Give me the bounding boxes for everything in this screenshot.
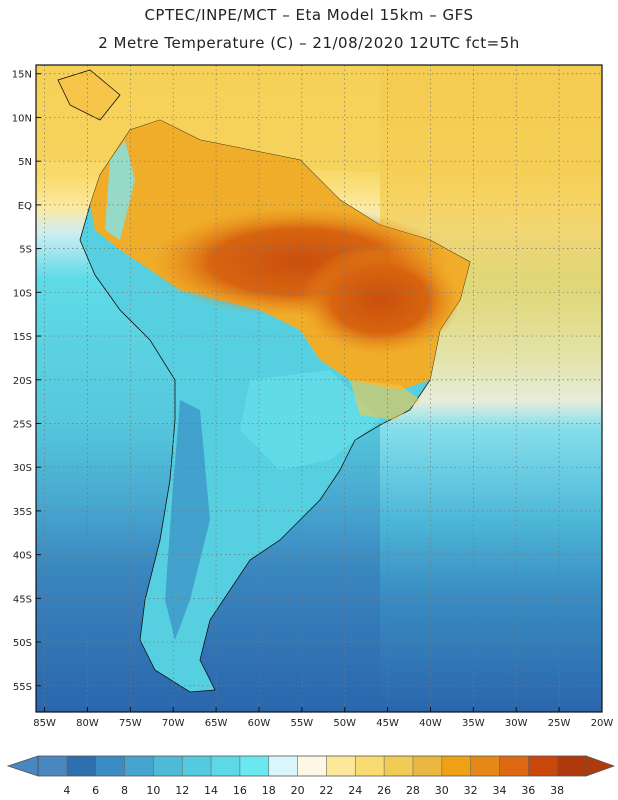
legend-label: 30 xyxy=(435,784,449,797)
lon-label: 85W xyxy=(33,718,56,729)
legend-color-swatch xyxy=(153,756,183,776)
lon-label: 40W xyxy=(419,718,442,729)
legend-color-swatch xyxy=(211,756,241,776)
longitude-labels: 85W 80W 75W 70W 65W 60W 55W 50W 45W 40W 35W 30W 25W 2… xyxy=(33,707,613,729)
lat-label: 40S xyxy=(13,551,32,562)
lat-label: 10N xyxy=(12,113,32,124)
lon-label: 30W xyxy=(505,718,528,729)
legend-label: 16 xyxy=(233,784,247,797)
legend-color-swatch xyxy=(182,756,212,776)
legend-label: 28 xyxy=(406,784,420,797)
legend-frame xyxy=(37,755,587,777)
lat-label: 35S xyxy=(13,507,32,518)
legend-color-swatch xyxy=(66,756,97,776)
legend-color-swatch xyxy=(499,756,529,776)
legend-label: 26 xyxy=(377,784,391,797)
lat-label: 50S xyxy=(13,638,32,649)
lat-label: 20S xyxy=(13,376,32,387)
legend-color-swatch xyxy=(441,756,472,776)
lat-label: 5S xyxy=(19,245,32,256)
legend-label: 34 xyxy=(492,784,506,797)
legend-color-swatch xyxy=(384,756,414,776)
legend-color-swatch xyxy=(557,756,587,776)
legend-label: 38 xyxy=(550,784,564,797)
legend-label: 14 xyxy=(204,784,218,797)
legend-color-swatch xyxy=(326,756,356,776)
legend-label: 4 xyxy=(63,784,70,797)
legend-label: 18 xyxy=(262,784,276,797)
legend-color-swatch xyxy=(412,756,443,776)
legend-color-swatch xyxy=(470,756,500,776)
legend-label: 10 xyxy=(146,784,160,797)
lon-label: 70W xyxy=(162,718,185,729)
ocean-field xyxy=(36,65,602,712)
legend-color-swatch xyxy=(268,756,299,776)
lat-label: 5N xyxy=(18,157,32,168)
lat-label: EQ xyxy=(18,201,32,212)
legend-label: 32 xyxy=(464,784,478,797)
legend-color-swatch xyxy=(528,756,558,776)
lon-label: 55W xyxy=(291,718,314,729)
map-frame xyxy=(35,64,603,713)
legend-label: 6 xyxy=(92,784,99,797)
title-line-1: CPTEC/INPE/MCT – Eta Model 15km – GFS xyxy=(144,6,474,24)
lon-label: 25W xyxy=(548,718,571,729)
legend-label: 12 xyxy=(175,784,189,797)
lat-label: 15S xyxy=(13,332,32,343)
legend-color-swatch xyxy=(297,756,327,776)
latitude-labels: 15N 10N 5N EQ 5S 10S 15S 20S 25S 30S 35S 40S 45S 50S 5… xyxy=(12,70,41,693)
legend-color-swatch xyxy=(124,756,154,776)
lat-label: 30S xyxy=(13,463,32,474)
lat-label: 45S xyxy=(13,594,32,605)
title-line-2: 2 Metre Temperature (C) – 21/08/2020 12U… xyxy=(98,34,520,52)
color-legend-labels: 4 6 8 10 12 14 16 18 20 22 24 26 28 30 32 34 36 38 xyxy=(63,784,564,797)
legend-label: 8 xyxy=(121,784,128,797)
legend-color-swatch xyxy=(239,756,270,776)
legend-label: 20 xyxy=(291,784,305,797)
lat-label: 25S xyxy=(13,419,32,430)
legend-high-arrow xyxy=(585,755,616,777)
lat-label: 10S xyxy=(13,288,32,299)
legend-color-swatch xyxy=(38,756,68,776)
south-america-land xyxy=(57,69,471,693)
lon-label: 80W xyxy=(76,718,99,729)
lon-label: 35W xyxy=(462,718,485,729)
lon-label: 20W xyxy=(591,718,614,729)
lon-label: 50W xyxy=(333,718,356,729)
legend-low-arrow xyxy=(6,755,39,777)
legend-label: 22 xyxy=(319,784,333,797)
lon-label: 75W xyxy=(119,718,142,729)
legend-color-swatch xyxy=(355,756,385,776)
lon-label: 65W xyxy=(205,718,228,729)
lat-label: 15N xyxy=(12,70,32,81)
legend-color-swatch xyxy=(95,756,126,776)
lon-label: 45W xyxy=(376,718,399,729)
legend-label: 36 xyxy=(521,784,535,797)
legend-label: 24 xyxy=(348,784,362,797)
lon-label: 60W xyxy=(248,718,271,729)
lat-label: 55S xyxy=(13,682,32,693)
